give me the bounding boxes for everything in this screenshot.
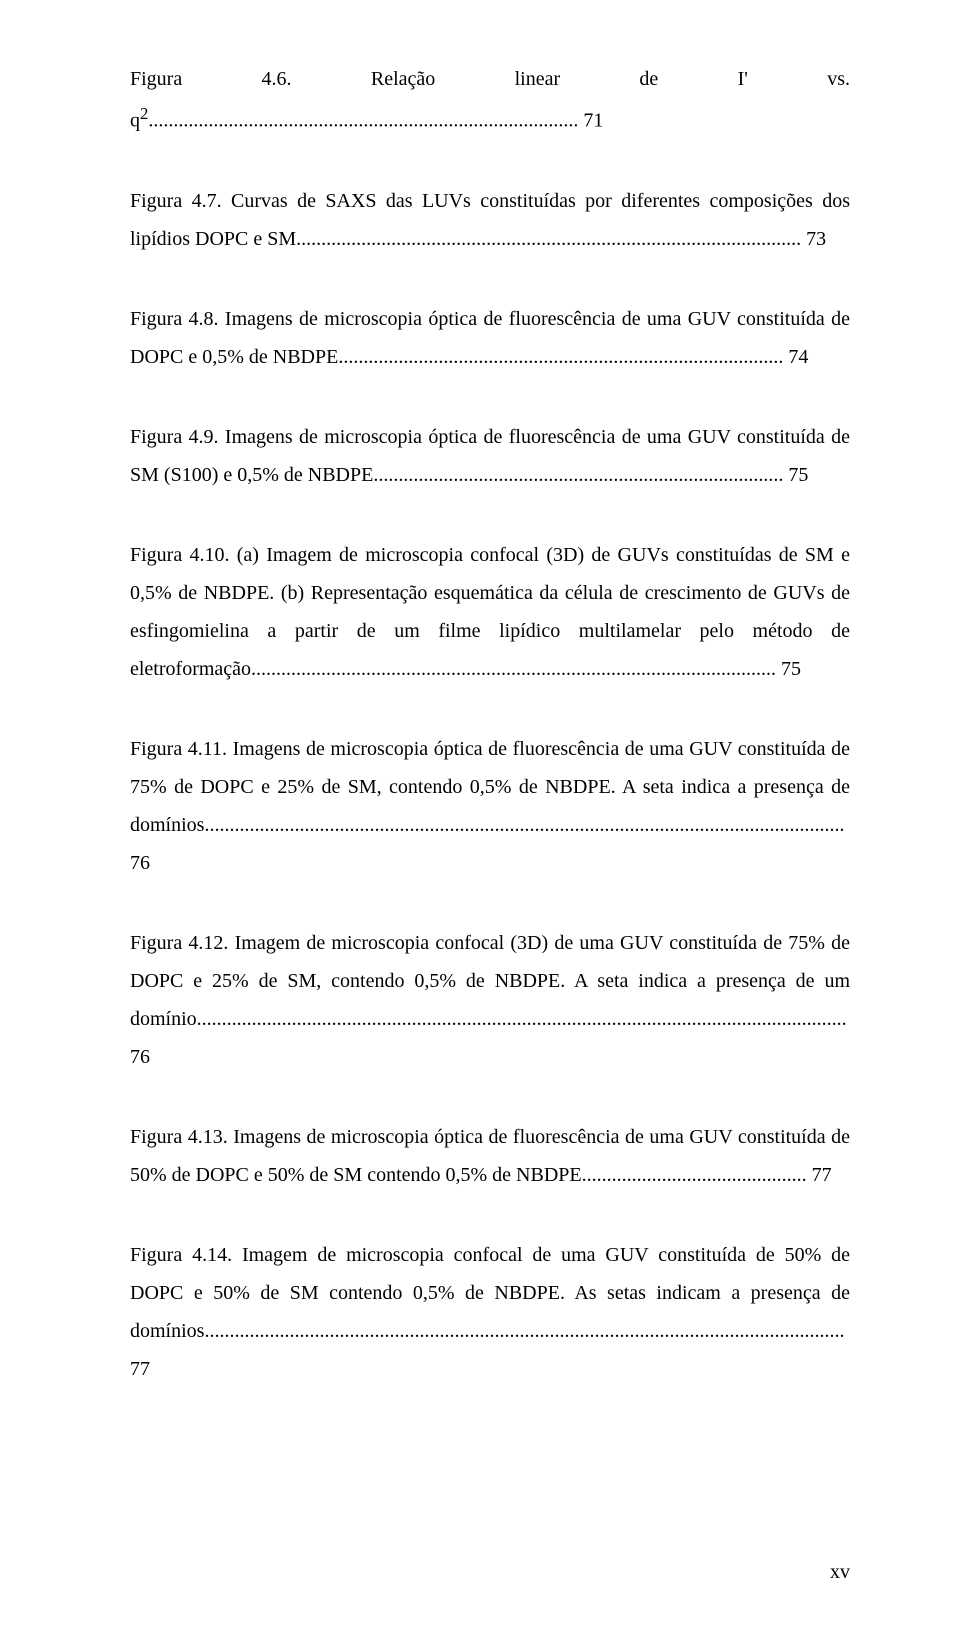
entry-page: 76 xyxy=(130,1046,150,1068)
toc-entry: Figura 4.12. Imagem de microscopia confo… xyxy=(130,924,850,1076)
leader-dots: ........................................… xyxy=(202,1008,847,1030)
leader-dots: ........................................… xyxy=(378,464,783,486)
toc-entry: Figura 4.10. (a) Imagem de microscopia c… xyxy=(130,536,850,688)
entry-page: 74 xyxy=(783,346,808,368)
entry-page: 77 xyxy=(130,1358,150,1380)
toc-entry: Figura 4.14. Imagem de microscopia confo… xyxy=(130,1236,850,1388)
toc-entry: Figura 4.6. Relação linear de I' vs. q2.… xyxy=(130,60,850,140)
leader-dots: ........................................… xyxy=(301,228,801,250)
toc-entry: Figura 4.11. Imagens de microscopia ópti… xyxy=(130,730,850,882)
toc-entry: Figura 4.9. Imagens de microscopia óptic… xyxy=(130,418,850,494)
entry-page: 75 xyxy=(783,464,808,486)
entry-page: 75 xyxy=(776,658,801,680)
entry-page: 73 xyxy=(801,228,826,250)
page-number: xv xyxy=(830,1561,850,1584)
leader-dots: ........................................… xyxy=(153,110,578,132)
toc-entry: Figura 4.7. Curvas de SAXS das LUVs cons… xyxy=(130,182,850,258)
leader-dots: ........................................… xyxy=(343,346,783,368)
entry-page: 71 xyxy=(578,110,603,132)
toc-entry: Figura 4.8. Imagens de microscopia óptic… xyxy=(130,300,850,376)
leader-dots: ........................................… xyxy=(209,814,844,836)
leader-dots: ........................................… xyxy=(256,658,776,680)
leader-dots: ........................................… xyxy=(587,1164,807,1186)
entry-page: 76 xyxy=(130,852,150,874)
toc-entry: Figura 4.13. Imagens de microscopia ópti… xyxy=(130,1118,850,1194)
leader-dots: ........................................… xyxy=(214,1320,844,1342)
entry-page: 77 xyxy=(807,1164,832,1186)
